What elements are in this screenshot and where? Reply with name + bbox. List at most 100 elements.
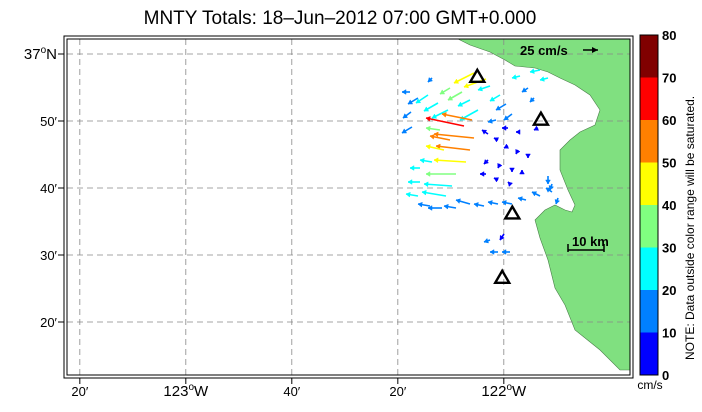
station-marker bbox=[503, 204, 522, 220]
colorbar-note: NOTE: Data outside color range will be s… bbox=[683, 96, 697, 360]
colorbar-unit: cm/s bbox=[637, 378, 662, 392]
current-vector bbox=[443, 203, 457, 210]
current-vector bbox=[495, 103, 507, 111]
current-vector bbox=[455, 198, 471, 205]
current-vector bbox=[439, 87, 451, 95]
distance-scale-label: 10 km bbox=[572, 234, 609, 249]
current-vector bbox=[433, 131, 475, 139]
graticule bbox=[67, 39, 630, 375]
current-vector bbox=[507, 181, 514, 188]
current-vector bbox=[401, 89, 410, 95]
current-vector bbox=[489, 94, 501, 102]
current-vector bbox=[407, 179, 420, 185]
lat-label: 40′ bbox=[40, 181, 57, 196]
current-vector bbox=[529, 68, 541, 74]
velocity-scale-arrow: 25 cm/s bbox=[520, 43, 598, 58]
current-vector bbox=[501, 249, 510, 255]
current-vector bbox=[487, 118, 497, 124]
current-vector bbox=[402, 111, 412, 119]
colorbar: 0 10 20 30 40 50 60 70 80 cm/s NOTE: Data outsid… bbox=[637, 28, 697, 392]
colorbar-swatch bbox=[640, 77, 658, 120]
current-vector bbox=[521, 87, 529, 93]
lon-label: 20′ bbox=[389, 384, 406, 399]
station-marker bbox=[531, 110, 551, 126]
current-vector bbox=[425, 144, 445, 151]
current-vector bbox=[453, 72, 475, 84]
current-vector bbox=[425, 116, 465, 127]
lat-label: 50′ bbox=[40, 114, 57, 129]
lon-label: 123oW bbox=[163, 382, 209, 400]
current-vectors bbox=[401, 68, 561, 255]
lat-label: 20′ bbox=[40, 315, 57, 330]
lat-label: 37oN bbox=[24, 45, 57, 63]
current-vector bbox=[427, 205, 442, 211]
map-panel: 25 cm/s 10 km bbox=[63, 35, 634, 379]
current-vector bbox=[483, 158, 490, 165]
colorbar-swatch bbox=[640, 120, 658, 163]
current-vector bbox=[503, 143, 510, 149]
current-vector bbox=[515, 129, 521, 135]
current-vector bbox=[487, 200, 499, 206]
velocity-scale-label: 25 cm/s bbox=[520, 43, 568, 58]
colorbar-swatch bbox=[640, 162, 658, 205]
current-vector bbox=[501, 125, 508, 131]
current-vector bbox=[423, 102, 439, 112]
current-vector bbox=[545, 176, 551, 185]
current-vector bbox=[531, 191, 541, 197]
current-vector bbox=[493, 137, 500, 143]
colorbar-swatch bbox=[640, 247, 658, 290]
colorbar-swatch bbox=[640, 35, 658, 78]
lon-label: 20′ bbox=[71, 384, 88, 399]
current-vector bbox=[425, 125, 441, 132]
colorbar-tick-label: 0 bbox=[662, 368, 669, 383]
map-background bbox=[67, 39, 630, 375]
colorbar-swatch bbox=[640, 205, 658, 248]
current-vector bbox=[433, 157, 467, 164]
current-vector bbox=[417, 201, 431, 208]
current-vector bbox=[533, 125, 540, 131]
distance-scale-bar: 10 km bbox=[567, 234, 609, 252]
map-title: MNTY Totals: 18–Jun–2012 07:00 GMT+0.000 bbox=[144, 8, 537, 29]
colorbar-tick-label: 50 bbox=[662, 156, 676, 171]
colorbar-tick-label: 70 bbox=[662, 71, 676, 86]
colorbar-tick-label: 30 bbox=[662, 241, 676, 256]
current-vector bbox=[489, 249, 498, 255]
colorbar-tick-label: 80 bbox=[662, 28, 676, 43]
colorbar-tick-label: 60 bbox=[662, 113, 676, 128]
current-vector bbox=[503, 113, 513, 121]
current-vector bbox=[501, 200, 513, 206]
current-vector bbox=[441, 112, 473, 121]
current-vector bbox=[481, 129, 489, 135]
colorbar-frame bbox=[639, 34, 659, 376]
current-vector bbox=[519, 169, 525, 175]
current-vector bbox=[447, 91, 463, 101]
current-vector bbox=[483, 237, 491, 244]
colorbar-tick-label: 40 bbox=[662, 198, 676, 213]
current-vector bbox=[529, 96, 536, 103]
colorbar-tick-label: 20 bbox=[662, 283, 676, 298]
lon-label: 40′ bbox=[283, 384, 300, 399]
current-vector bbox=[499, 233, 505, 241]
map-frame-outer bbox=[63, 35, 634, 379]
current-vector bbox=[525, 153, 531, 159]
current-vector bbox=[435, 143, 471, 151]
current-vector bbox=[548, 183, 555, 191]
axis-labels: 37oN 50′ 40′ 30′ 20′ 20′ 123oW 40′ 20′ 122oW bbox=[24, 45, 527, 400]
map-frame-inner bbox=[66, 38, 631, 376]
colorbar-swatch bbox=[640, 332, 658, 375]
current-vector bbox=[431, 109, 449, 119]
current-vector bbox=[421, 189, 447, 197]
radar-stations bbox=[468, 67, 551, 284]
current-vector bbox=[539, 76, 549, 82]
current-vector bbox=[419, 157, 433, 164]
current-vector bbox=[425, 171, 456, 177]
current-vector bbox=[415, 94, 429, 104]
current-vector bbox=[517, 196, 527, 202]
lat-label: 30′ bbox=[40, 248, 57, 263]
current-vector bbox=[515, 148, 521, 155]
current-vector bbox=[409, 165, 420, 171]
current-vector bbox=[493, 177, 500, 183]
current-vector bbox=[407, 97, 419, 105]
current-vector bbox=[477, 85, 491, 92]
